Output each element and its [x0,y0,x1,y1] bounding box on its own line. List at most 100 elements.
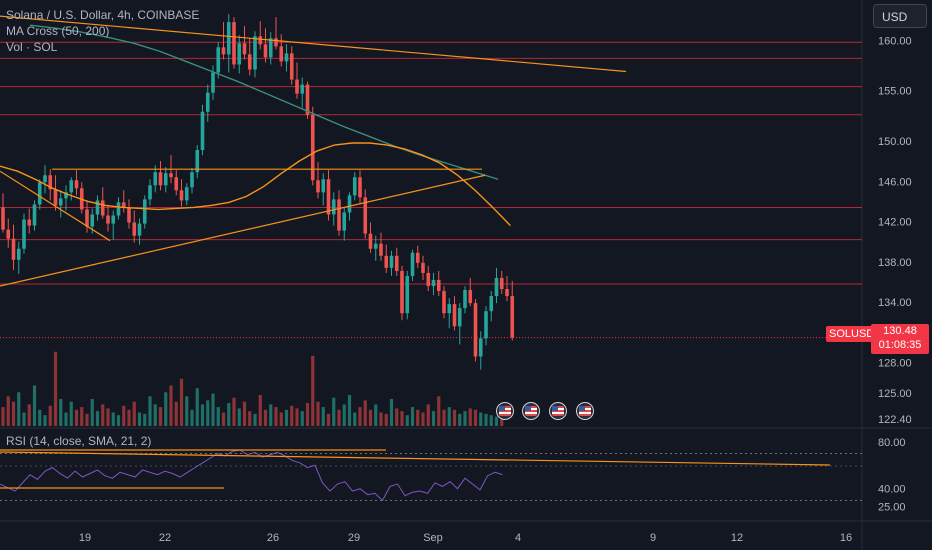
volume-bar [122,405,126,426]
volume-bar [468,408,472,426]
volume-legend[interactable]: Vol · SOL [6,40,58,54]
volume-bar [321,407,325,426]
descending-trendline [0,170,111,242]
volume-bar [59,399,63,426]
candle-body [169,173,173,178]
time-tick-label: Sep [423,532,443,544]
candle-body [37,182,42,205]
price-tick-label: 146.00 [878,176,912,188]
candle-body [100,200,105,216]
price-tick-label: 160.00 [878,35,912,47]
time-tick-label: 19 [79,532,91,544]
volume-bar [106,408,110,426]
candle-body [74,180,79,189]
volume-bar [116,415,121,426]
price-tick-label: 122.40 [878,414,912,426]
us-flag-icon[interactable] [549,402,567,420]
volume-bar [452,409,457,426]
candle-body [484,311,488,339]
candle-body [148,185,152,200]
candle-body [190,172,194,188]
rsi-legend[interactable]: RSI (14, close, SMA, 21, 2) [6,434,152,448]
candle-body [106,215,110,224]
volume-bar [153,404,157,426]
candle-body [226,22,231,55]
volume-bar [494,416,499,426]
candle-body [111,215,116,224]
volume-bar [305,403,310,426]
candle-body [373,243,378,249]
candle-body [43,175,47,183]
volume-bar [295,408,299,426]
volume-bar [458,413,462,426]
volume-bar [384,413,388,426]
candle-body [216,47,221,73]
time-tick-label: 22 [159,532,171,544]
candle-body [510,296,515,338]
symbol-price-label: SOLUSD [826,326,878,342]
volume-bar [274,407,278,426]
candle-body [457,308,462,327]
volume-bar [405,415,409,426]
volume-bar [211,393,215,426]
volume-bar [17,392,21,426]
volume-bar [463,411,467,426]
candle-body [289,53,294,80]
volume-bar [279,412,283,426]
price-tick-label: 128.00 [878,358,912,370]
volume-bar [300,411,304,426]
candle-body [321,179,326,193]
volume-bar [290,405,294,426]
volume-bar [368,409,373,426]
us-flag-icon[interactable] [576,402,594,420]
candle-body [415,252,420,263]
candle-body [331,199,336,215]
candle-body [211,72,215,93]
time-tick-label: 16 [840,532,852,544]
volume-bar [269,404,273,426]
candle-body [69,180,74,193]
volume-bar [148,396,152,426]
candle-body [410,252,415,276]
volume-bar [69,401,73,426]
candle-body [347,195,352,213]
volume-bar [410,407,415,426]
price-tick-label: 138.00 [878,257,912,269]
price-tick-label: 150.00 [878,136,912,148]
volume-bar [74,409,79,426]
volume-bar [64,412,68,426]
candle-body [426,272,431,287]
candle-body [463,290,467,309]
candle-body [389,255,394,268]
volume-bar [447,407,451,426]
us-flag-icon[interactable] [522,402,540,420]
time-tick-label: 29 [348,532,360,544]
candle-body [221,47,226,55]
candle-body [337,199,341,231]
volume-bar [143,413,147,426]
ma-cross-legend[interactable]: MA Cross (50, 200) [6,24,110,38]
candle-body [258,36,263,45]
candle-body [237,43,242,65]
us-flag-icon[interactable] [496,402,514,420]
volume-bar [1,407,5,426]
candle-body [27,219,32,226]
volume-bar [347,394,352,426]
candle-body [153,172,158,186]
volume-bar [11,401,16,426]
candle-body [64,192,68,199]
bar-countdown: 01:08:35 [878,339,922,351]
volume-bar [442,409,446,426]
volume-bar [111,412,115,426]
volume-bar [101,404,105,426]
volume-bar [195,388,199,426]
candle-body [394,255,399,271]
last-price-label: 130.48 01:08:35 [871,324,929,354]
candle-body [85,209,89,227]
volume-bar [200,404,205,426]
currency-button[interactable]: USD [873,4,927,28]
last-price-value: 130.48 [883,325,917,337]
volume-bar [158,407,163,426]
rsi-pane: 80.00 40.00 25.00 [0,437,906,513]
